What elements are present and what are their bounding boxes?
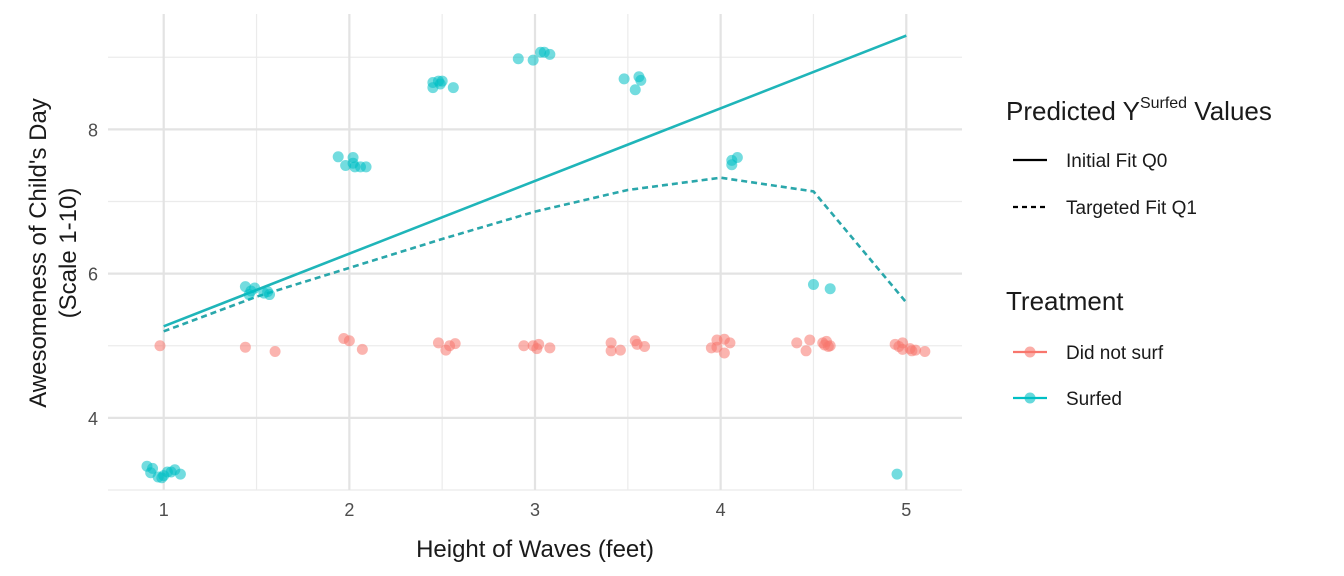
legend-treatment: Treatment Did not surf Surfed bbox=[1006, 286, 1164, 410]
surfed-point bbox=[447, 82, 459, 94]
did-not-surf-point bbox=[791, 337, 803, 349]
did-not-surf-point bbox=[449, 338, 461, 350]
x-axis-title: Height of Waves (feet) bbox=[416, 536, 654, 563]
y-tick-label: 4 bbox=[88, 409, 98, 429]
surfed-point bbox=[332, 151, 344, 163]
legend-predicted: Predicted YSurfed Values Initial Fit Q0 … bbox=[1006, 95, 1272, 219]
x-tick-label: 2 bbox=[344, 500, 354, 520]
did-not-surf-point bbox=[718, 347, 730, 359]
initial-fit-line bbox=[163, 34, 907, 328]
did-not-surf-point bbox=[711, 341, 723, 353]
did-not-surf-point bbox=[356, 343, 368, 355]
x-tick-label: 3 bbox=[530, 500, 540, 520]
did-not-surf-point bbox=[239, 341, 251, 353]
legend-predicted-title: Predicted YSurfed Values bbox=[1006, 95, 1272, 126]
did-not-surf-point bbox=[614, 344, 626, 356]
surfed-point bbox=[264, 289, 276, 301]
y-tick-label: 6 bbox=[88, 265, 98, 285]
did-not-surf-point bbox=[639, 340, 651, 352]
did-not-surf-point bbox=[804, 334, 816, 346]
surfed-point bbox=[618, 73, 630, 85]
surfed-point bbox=[512, 53, 524, 65]
targeted-fit-line bbox=[163, 176, 908, 333]
surfed-point bbox=[629, 84, 641, 96]
surfed-point bbox=[731, 152, 743, 164]
did-not-surf-point bbox=[605, 345, 617, 357]
surfed-point bbox=[147, 462, 159, 474]
did-not-surf-point bbox=[605, 337, 617, 349]
did-not-surf-point bbox=[533, 338, 545, 350]
did-not-surf-point bbox=[800, 345, 812, 357]
did-not-surf-point bbox=[724, 337, 736, 349]
surfed-point bbox=[249, 282, 261, 294]
did-not-surf-point bbox=[518, 340, 530, 352]
did-not-surf-point bbox=[824, 340, 836, 352]
legend-initial-fit-label: Initial Fit Q0 bbox=[1066, 151, 1167, 172]
surfed-point bbox=[436, 75, 448, 87]
legend-treatment-title: Treatment bbox=[1006, 286, 1124, 316]
y-axis-title: Awesomeness of Child's Day bbox=[25, 98, 52, 408]
surfed-point bbox=[807, 278, 819, 290]
surfed-point bbox=[544, 48, 556, 60]
x-tick-label: 4 bbox=[716, 500, 726, 520]
surfed-point bbox=[891, 468, 903, 480]
tick-labels: 1 2 3 4 5 4 6 8 bbox=[88, 120, 911, 520]
did-not-surf-point bbox=[269, 346, 281, 358]
x-tick-label: 1 bbox=[159, 500, 169, 520]
surfed-point bbox=[360, 161, 372, 173]
legend-surfed-label: Surfed bbox=[1066, 389, 1122, 410]
did-not-surf-point bbox=[432, 337, 444, 349]
legend-surfed-point-key bbox=[1024, 392, 1036, 404]
legend-did-not-surf-point-key bbox=[1024, 346, 1036, 358]
grid-major bbox=[108, 14, 962, 490]
fit-lines bbox=[163, 34, 908, 333]
x-tick-label: 5 bbox=[901, 500, 911, 520]
surfed-point bbox=[174, 468, 186, 480]
did-not-surf-point bbox=[919, 346, 931, 358]
y-tick-label: 8 bbox=[88, 120, 98, 140]
surfed-point bbox=[824, 283, 836, 295]
did-not-surf-point bbox=[154, 340, 166, 352]
legend-did-not-surf-label: Did not surf bbox=[1066, 343, 1164, 364]
legend-targeted-fit-label: Targeted Fit Q1 bbox=[1066, 198, 1197, 219]
surfed-point bbox=[635, 74, 647, 86]
y-axis-subtitle: (Scale 1-10) bbox=[55, 188, 82, 319]
did-not-surf-point bbox=[544, 342, 556, 354]
data-points bbox=[141, 46, 931, 484]
did-not-surf-point bbox=[910, 344, 922, 356]
did-not-surf-point bbox=[343, 335, 355, 347]
surfed-point bbox=[527, 54, 539, 66]
